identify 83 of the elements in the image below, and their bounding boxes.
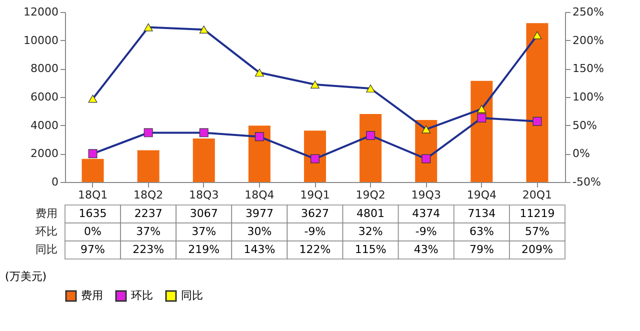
point [366,131,376,140]
data-label: 11219 [520,207,555,220]
data-label: 2237 [134,207,162,220]
y-tick-label: 0 [52,176,58,188]
y-tick-label: 2000 [30,147,58,160]
data-label: 223% [132,243,164,256]
bar [526,23,548,182]
y-tick-label: 6000 [30,90,58,104]
point [254,68,264,77]
data-label: 79% [469,243,494,256]
text: (万美元) [5,270,47,283]
data-label: 37% [192,225,216,238]
point [310,154,320,164]
point [88,94,98,103]
data-label: 3067 [190,207,218,220]
data-label: -9% [304,225,326,238]
x-tick-label: 20Q1 [522,188,552,202]
x-tick-label: 18Q2 [134,188,164,202]
point [532,31,542,40]
point [88,149,98,158]
point [366,84,376,92]
legend-label: 同比 [181,289,203,302]
data-label: 63% [469,225,494,238]
y-tick-label: 10000 [24,34,58,47]
data-label: -9% [415,225,437,238]
data-label: 7134 [468,207,496,220]
point [199,26,208,34]
y2-tick-label: 250% [572,6,604,18]
data-label: 4801 [356,207,385,220]
text: 费用 [36,207,58,220]
data-label: 4374 [412,207,440,220]
data-label: 0% [84,225,102,238]
data-label: 97% [80,243,106,256]
point [144,23,153,32]
y2-tick-label: 0% [572,147,590,160]
x-tick-label: 19Q3 [411,188,441,202]
text: 环比 [36,225,58,238]
data-label: 1635 [78,207,107,220]
x-tick-label: 19Q2 [356,188,386,202]
data-label: 32% [358,225,383,238]
data-label: 219% [188,243,220,256]
point [477,113,486,122]
bar [137,150,160,182]
data-label: 122% [299,243,331,256]
data-label: 3627 [301,207,329,220]
x-tick-label: 19Q4 [466,188,496,202]
point [199,128,208,138]
x-tick-label: 18Q3 [189,188,219,202]
y2-tick-label: 50% [572,118,597,132]
point [422,125,431,134]
data-label: 209% [521,243,553,256]
data-label: 57% [524,225,550,238]
point [422,154,431,164]
bar [470,80,493,182]
data-label: 37% [136,225,161,238]
legend-label: 环比 [131,289,153,302]
data-label: 43% [414,243,438,256]
x-tick-label: 18Q4 [244,188,274,202]
bar [248,126,270,182]
y-tick-label: 4000 [30,118,58,132]
bar [360,114,382,182]
bar [192,138,215,182]
x-tick-label: 19Q1 [300,188,330,202]
point [477,104,486,113]
y-tick-label: 8000 [30,62,58,76]
data-label: 115% [354,243,386,256]
bar [304,130,326,182]
y2-tick-label: 200% [572,34,604,47]
y2-tick-label: 150% [572,62,604,76]
data-label: 143% [244,243,276,256]
point [254,132,264,142]
x-tick-label: 18Q1 [78,188,108,202]
legend-label: 费用 [81,289,103,302]
point [310,80,320,88]
point [532,116,542,126]
point [144,128,153,138]
text: 同比 [36,243,58,256]
y-tick-label: 12000 [24,6,58,18]
bar [82,158,104,182]
data-label: 30% [247,225,272,238]
y2-tick-label: -50% [572,176,601,188]
y2-tick-label: 100% [572,90,604,104]
data-label: 3977 [245,207,274,220]
